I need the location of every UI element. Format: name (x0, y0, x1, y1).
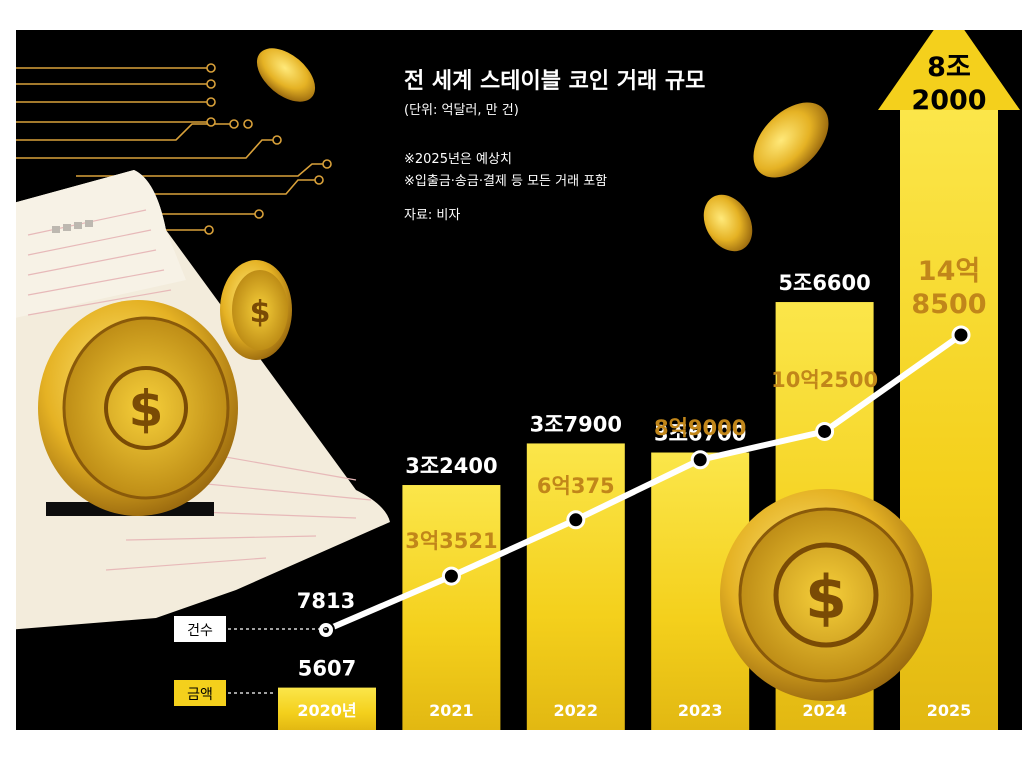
count-line (324, 332, 963, 633)
coin-icon: $ (220, 260, 292, 360)
x-tick-label: 2023 (678, 701, 723, 720)
line-point (690, 450, 710, 470)
bar-value-label: 5조6600 (778, 271, 870, 295)
line-point (815, 421, 835, 441)
chart-title: 전 세계 스테이블 코인 거래 규모 (404, 69, 705, 94)
coin-icon (256, 48, 316, 102)
x-tick-label: 2020년 (297, 701, 356, 720)
line-value-label: 8500 (911, 289, 986, 320)
svg-text:$: $ (129, 380, 164, 438)
bar-2021 (402, 485, 501, 730)
line-point (951, 325, 971, 345)
x-tick-label: 2021 (429, 701, 474, 720)
line-series (317, 325, 971, 639)
x-axis-labels: 2020년 2021 2022 2023 2024 2025 (297, 701, 971, 720)
bar-arrowhead (878, 30, 1020, 110)
coin-icon: $ (38, 300, 238, 516)
note-scope: ※입출금·송금·결제 등 모든 거래 포함 (404, 174, 607, 189)
infographic: $ $ 전 세계 스테이블 코인 거래 규모 (단위: 억달러, 만 건) ※2… (16, 30, 1022, 730)
line-value-label: 6억375 (537, 474, 615, 498)
x-tick-label: 2022 (554, 701, 599, 720)
legend-amount-label: 금액 (187, 687, 213, 703)
bar-value-label: 3조7900 (530, 412, 622, 436)
bar-2020년 (278, 687, 376, 730)
line-value-label: 14억 (918, 256, 980, 287)
legend-count: 건수 (174, 616, 328, 642)
legend-count-label: 건수 (187, 623, 213, 639)
bar-value-label: 8조 (927, 52, 971, 83)
svg-text:$: $ (250, 295, 271, 330)
line-value-label: 10억2500 (771, 368, 878, 392)
coin-icon (703, 194, 753, 252)
line-point (566, 510, 586, 530)
note-projection: ※2025년은 예상치 (404, 152, 512, 167)
bar-value-label: 3조6700 (654, 422, 746, 446)
unit-label: (단위: 억달러, 만 건) (404, 103, 519, 118)
x-tick-label: 2024 (802, 701, 847, 720)
circuit-lines (16, 63, 332, 235)
coin-icon (753, 102, 829, 178)
line-value-label: 8억9000 (654, 416, 746, 440)
legend-amount: 금액 (174, 680, 274, 706)
coin-icon: $ (720, 489, 932, 701)
bar-value-label: 3조2400 (405, 454, 497, 478)
stablecoin-chart: $ $ 전 세계 스테이블 코인 거래 규모 (단위: 억달러, 만 건) ※2… (16, 30, 1020, 730)
source-label: 자료: 비자 (404, 208, 460, 223)
svg-text:$: $ (805, 563, 847, 633)
x-tick-label: 2025 (927, 701, 972, 720)
line-value-label: 3억3521 (405, 529, 497, 553)
line-value-label: 7813 (297, 589, 355, 613)
bar-value-label: 5607 (298, 657, 356, 681)
line-point-center (323, 627, 329, 633)
bar-value-label: 2000 (911, 85, 986, 116)
bar-2022 (526, 443, 625, 730)
line-point (441, 566, 461, 586)
